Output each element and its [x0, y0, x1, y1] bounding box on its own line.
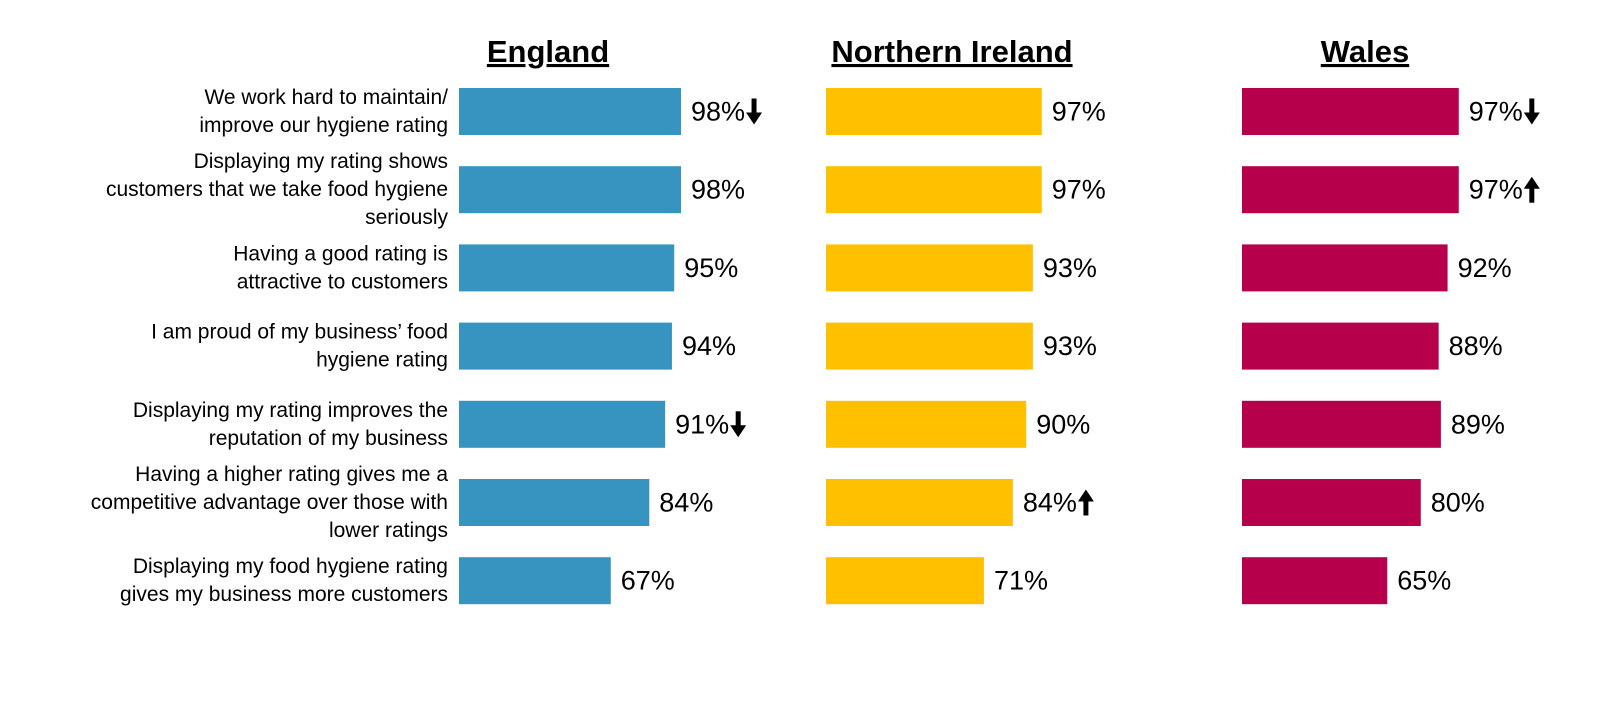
- category-label: Having a higher rating gives me a: [135, 463, 448, 486]
- value-label: 97%: [1469, 97, 1523, 127]
- category-label: Having a good rating is: [233, 242, 448, 265]
- value-label: 90%: [1036, 409, 1090, 439]
- bar: [459, 479, 650, 526]
- arrow-down-icon: [730, 411, 747, 438]
- value-label: 97%: [1052, 97, 1106, 127]
- bar: [1242, 166, 1459, 214]
- value-label: 91%: [675, 409, 729, 439]
- category-label: Displaying my rating improves the: [133, 399, 448, 422]
- category-label: reputation of my business: [209, 427, 448, 450]
- arrow-down-icon: [746, 98, 763, 125]
- bar: [826, 557, 984, 605]
- bar: [459, 244, 675, 292]
- category-label: hygiene rating: [316, 349, 448, 372]
- panel-title: Northern Ireland: [831, 34, 1072, 69]
- category-label: competitive advantage over those with: [91, 491, 448, 514]
- arrow-up-icon: [1077, 489, 1094, 516]
- bar: [1242, 479, 1421, 526]
- bar: [826, 88, 1042, 135]
- bar: [826, 400, 1027, 448]
- category-label: lower ratings: [329, 519, 448, 542]
- category-label: gives my business more customers: [120, 583, 448, 606]
- value-label: 89%: [1451, 409, 1505, 439]
- category-label: attractive to customers: [237, 270, 448, 293]
- bar: [459, 400, 666, 448]
- value-label: 92%: [1458, 253, 1512, 283]
- value-label: 97%: [1469, 175, 1523, 205]
- category-label: We work hard to maintain/: [204, 86, 448, 109]
- category-label: Displaying my food hygiene rating: [133, 555, 448, 578]
- value-label: 80%: [1431, 488, 1485, 518]
- value-label: 93%: [1043, 253, 1097, 283]
- category-label: Displaying my rating shows: [194, 150, 448, 173]
- bar: [1242, 400, 1441, 448]
- value-label: 93%: [1043, 331, 1097, 361]
- value-label: 95%: [684, 253, 738, 283]
- value-label: 97%: [1052, 175, 1106, 205]
- value-label: 98%: [691, 97, 745, 127]
- arrow-up-icon: [1523, 176, 1540, 203]
- bar: [1242, 557, 1388, 605]
- value-label: 67%: [621, 566, 675, 596]
- value-label: 84%: [1023, 488, 1077, 518]
- value-label: 71%: [994, 566, 1048, 596]
- panel-title: Wales: [1321, 34, 1409, 69]
- category-label: improve our hygiene rating: [199, 114, 448, 137]
- bar: [459, 322, 672, 370]
- bar: [459, 166, 681, 214]
- value-label: 98%: [691, 175, 745, 205]
- category-label: customers that we take food hygiene: [106, 178, 448, 201]
- value-label: 65%: [1397, 566, 1451, 596]
- panel-title: England: [487, 34, 609, 69]
- category-label: I am proud of my business’ food: [151, 321, 448, 344]
- value-label: 84%: [659, 488, 713, 518]
- bar: [826, 322, 1033, 370]
- bar: [459, 88, 681, 135]
- value-label: 88%: [1449, 331, 1503, 361]
- bar: [826, 166, 1042, 214]
- bar: [826, 244, 1033, 292]
- bar: [459, 557, 611, 605]
- category-label: seriously: [365, 206, 448, 229]
- bar: [1242, 88, 1459, 135]
- bar: [1242, 322, 1439, 370]
- bar: [826, 479, 1013, 526]
- bar: [1242, 244, 1448, 292]
- value-label: 94%: [682, 331, 736, 361]
- arrow-down-icon: [1523, 98, 1540, 125]
